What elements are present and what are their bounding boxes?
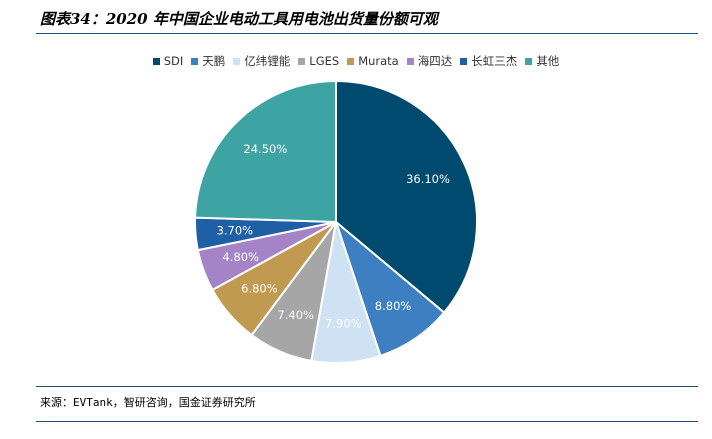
legend-label: 海四达 bbox=[417, 54, 453, 68]
legend-item: 天鹏 bbox=[191, 53, 225, 69]
legend-swatch bbox=[233, 57, 241, 65]
legend-label: 亿纬锂能 bbox=[244, 54, 291, 68]
legend-item: SDI bbox=[152, 53, 184, 69]
legend-label: LGES bbox=[309, 54, 340, 68]
source-note: 来源：EVTank，智研咨询，国金证券研究所 bbox=[40, 396, 256, 409]
legend-label: 长虹三杰 bbox=[471, 54, 518, 68]
legend-swatch bbox=[191, 57, 199, 65]
slice-label: 3.70% bbox=[217, 224, 254, 238]
legend-swatch bbox=[298, 57, 306, 65]
slice-label: 24.50% bbox=[243, 142, 287, 156]
legend-item: 其他 bbox=[525, 53, 559, 69]
legend-swatch bbox=[460, 57, 468, 65]
pie-slice bbox=[194, 79, 337, 224]
legend-swatch bbox=[152, 57, 160, 65]
legend-swatch bbox=[347, 57, 355, 65]
slice-label: 6.80% bbox=[241, 282, 278, 296]
chart-legend: SDI 天鹏 亿纬锂能 LGES Murata 海四达 长虹三杰 其他 bbox=[0, 53, 712, 69]
slice-label: 7.90% bbox=[325, 316, 362, 330]
legend-item: 海四达 bbox=[406, 53, 453, 69]
slice-label: 8.80% bbox=[375, 299, 412, 313]
legend-item: 亿纬锂能 bbox=[233, 53, 290, 69]
legend-label: 其他 bbox=[536, 54, 560, 68]
legend-item: Murata bbox=[347, 53, 399, 69]
legend-label: Murata bbox=[358, 54, 399, 68]
legend-label: 天鹏 bbox=[202, 54, 226, 68]
slice-label: 4.80% bbox=[222, 250, 259, 264]
bottom-divider bbox=[36, 421, 698, 422]
slice-label: 36.10% bbox=[406, 172, 450, 186]
legend-label: SDI bbox=[163, 54, 184, 68]
legend-item: LGES bbox=[298, 53, 339, 69]
top-divider bbox=[36, 33, 698, 34]
pie-slice bbox=[335, 79, 478, 314]
legend-swatch bbox=[406, 57, 414, 65]
legend-swatch bbox=[525, 57, 533, 65]
source-divider bbox=[36, 386, 698, 387]
slice-label: 7.40% bbox=[277, 308, 314, 322]
figure-title: 图表34：2020 年中国企业电动工具用电池出货量份额可观 bbox=[40, 10, 438, 28]
legend-item: 长虹三杰 bbox=[460, 53, 517, 69]
